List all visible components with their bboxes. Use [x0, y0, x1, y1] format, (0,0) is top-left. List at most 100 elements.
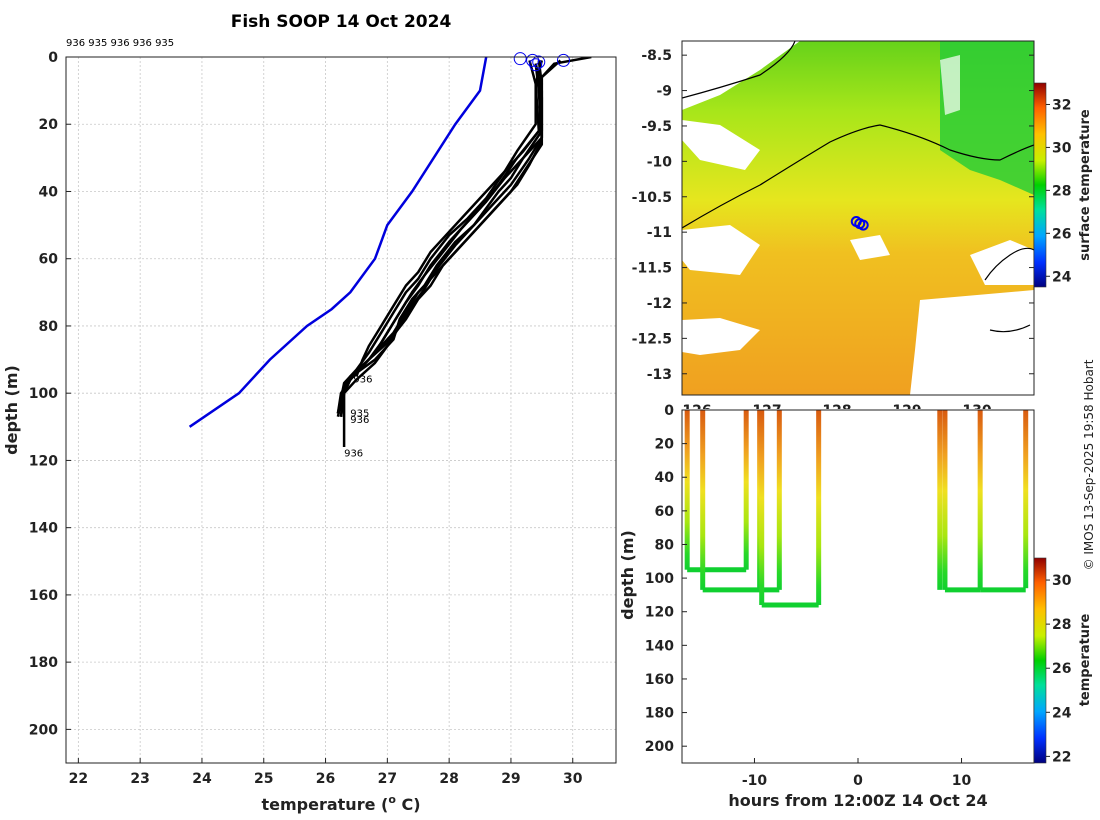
cloud-mask-ne	[940, 55, 960, 115]
land-timor	[970, 240, 1034, 285]
left-x-axis-label: temperature (o C)	[261, 793, 420, 814]
section-cast	[942, 410, 948, 590]
map-colorbar	[1033, 82, 1047, 288]
surface-marker	[556, 53, 570, 67]
map-colorbar-tick-label: 26	[1052, 226, 1071, 242]
map-stations	[850, 216, 869, 231]
section-y-tick-label: 100	[645, 571, 674, 587]
section-colorbar-tick-label: 26	[1052, 661, 1071, 677]
section-y-ticks: 0 20 40 60 80 100 120 140 160 180 200	[645, 403, 687, 755]
left-y-tick-label: 180	[29, 655, 58, 671]
coastline-s	[989, 324, 1031, 333]
map-y-tick-label: -9.5	[641, 119, 672, 135]
map-colorbar-tick-label: 24	[1052, 269, 1072, 285]
section-cast	[684, 410, 690, 570]
left-y-tick-label: 160	[29, 588, 58, 604]
cloud-mask-s	[682, 318, 760, 355]
cloud-mask-sw	[682, 225, 760, 275]
left-x-tick-label: 25	[254, 771, 273, 787]
section-colorbar	[1033, 557, 1047, 764]
surface-marker	[513, 52, 527, 66]
left-axes-frame	[65, 56, 617, 764]
section-x-ticks: -10 0 10	[742, 758, 972, 789]
map-y-tick-label: -8.5	[641, 48, 672, 64]
section-y-tick-label: 120	[645, 605, 674, 621]
section-cast	[776, 410, 782, 590]
section-y-tick-label: 140	[645, 638, 674, 654]
left-x-ticks: 22 23 24 25 26 27 28 29 30	[69, 758, 583, 787]
section-y-tick-label: 0	[664, 403, 674, 419]
profile-line-936	[339, 60, 544, 417]
top-cast-ids: 936 935 936 936 935	[66, 38, 174, 49]
left-y-ticks: 0 20 40 60 80 100 120 140 160 180 200	[29, 50, 71, 738]
section-y-axis-label: depth (m)	[618, 530, 637, 620]
map-y-tick-label: -11	[647, 225, 672, 241]
map-x-tick-label: 130	[962, 403, 991, 419]
section-x-axis-label: hours from 12:00Z 14 Oct 24	[728, 791, 987, 810]
left-x-tick-label: 26	[316, 771, 335, 787]
left-y-tick-label: 200	[29, 722, 58, 738]
shelf-contour	[682, 124, 1034, 229]
left-x-tick-label: 23	[130, 771, 149, 787]
left-grid	[66, 56, 616, 763]
profile-end-label: 935	[350, 408, 369, 419]
section-cast	[816, 410, 822, 605]
section-cast	[700, 410, 706, 590]
left-y-tick-label: 100	[29, 386, 58, 402]
section-y-tick-label: 60	[655, 504, 675, 520]
section-cast	[977, 410, 983, 590]
map-x-ticks-partial: 126 127 128 129 130	[682, 403, 991, 419]
section-x-tick-label: -10	[742, 773, 768, 789]
left-y-tick-label: 40	[39, 184, 59, 200]
section-cast	[759, 410, 765, 605]
left-y-tick-label: 140	[29, 521, 58, 537]
section-colorbar-label: temperature	[1078, 614, 1093, 707]
cloud-mask-c	[850, 235, 890, 260]
map-station-marker	[857, 219, 869, 231]
cloud-mask-nw	[682, 41, 800, 110]
credit-text: © IMOS 13-Sep-2025 19:58 Hobart	[1082, 359, 1096, 570]
surface-marker	[532, 55, 546, 69]
map-y-tick-label: -9	[656, 84, 672, 100]
map-colorbar-tick-label: 30	[1052, 140, 1072, 156]
profile-line-936	[342, 63, 544, 447]
map-y-tick-label: -13	[647, 367, 672, 383]
climatology-series	[188, 57, 488, 428]
map-y-tick-label: -11.5	[632, 261, 672, 277]
cloud-mask-w	[682, 120, 760, 170]
profile-end-label: 936	[350, 415, 369, 426]
map-colorbar-tick-label: 32	[1052, 97, 1071, 113]
section-y-tick-label: 160	[645, 672, 674, 688]
map-x-tick-label: 128	[822, 403, 851, 419]
map-y-tick-label: -12.5	[632, 331, 672, 347]
section-y-tick-label: 200	[645, 739, 674, 755]
section-colorbar-tick-label: 30	[1052, 573, 1072, 589]
section-y-tick-label: 40	[655, 470, 675, 486]
coastline-se	[984, 247, 1034, 281]
section-colorbar-tick-label: 24	[1052, 705, 1072, 721]
left-x-tick-label: 27	[378, 771, 397, 787]
left-x-tick-label: 24	[192, 771, 212, 787]
left-x-tick-label: 29	[501, 771, 520, 787]
profile-line-935	[339, 59, 562, 417]
section-y-tick-label: 180	[645, 706, 674, 722]
map-x-tick-label: 126	[682, 403, 711, 419]
map-y-tick-label: -10	[647, 154, 673, 170]
section-cast	[1023, 410, 1029, 589]
section-colorbar-tick-label: 22	[1052, 749, 1071, 765]
section-x-tick-label: 10	[952, 773, 972, 789]
section-cast	[937, 410, 943, 590]
chart-title: Fish SOOP 14 Oct 2024	[231, 12, 452, 32]
map-colorbar-ticks: 24 26 28 30 32	[1046, 97, 1072, 285]
profile-end-label: 936	[353, 375, 372, 386]
section-cast	[743, 410, 749, 570]
map-y-tick-label: -12	[647, 296, 672, 312]
surface-marker	[529, 58, 543, 72]
map-colorbar-label: surface temperature	[1078, 109, 1093, 261]
surface-markers	[513, 52, 570, 72]
section-x-tick-label: 0	[853, 773, 863, 789]
section-plot	[684, 410, 1029, 608]
left-y-tick-label: 120	[29, 453, 58, 469]
cool-water-patch	[940, 41, 1034, 195]
section-y-tick-label: 20	[655, 437, 675, 453]
